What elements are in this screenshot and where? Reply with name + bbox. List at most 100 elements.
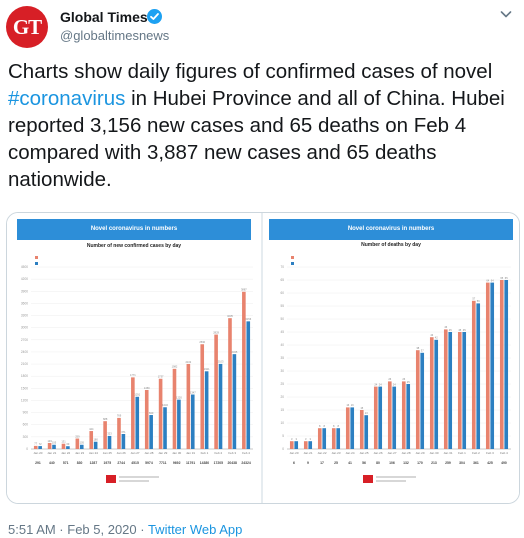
chart-bar [457, 332, 462, 449]
x-tick-label: Jan 29 [415, 451, 424, 455]
y-tick-label: 45 [280, 330, 284, 334]
chart-bar [303, 441, 308, 449]
chart-bar [246, 321, 251, 449]
tweet-media: Novel coronavirus in numbers Number of n… [6, 212, 520, 504]
y-tick-label: 1800 [21, 374, 28, 378]
x-tick-label: Jan 26 [117, 451, 126, 455]
chart-bar [420, 352, 425, 449]
y-tick-label: 4200 [21, 277, 28, 281]
data-label: 37 [421, 349, 424, 353]
y-tick-label: 2100 [21, 362, 28, 366]
timestamp[interactable]: 5:51 AM · Feb 5, 2020 · [8, 522, 148, 537]
x-tick-label: Feb 3 [228, 451, 236, 455]
bottom-row-label: 425 [487, 461, 493, 465]
bottom-row-label: 9692 [173, 461, 181, 465]
y-tick-label: 50 [280, 317, 284, 321]
data-label: 38 [416, 346, 419, 350]
x-tick-label: Feb 4 [500, 451, 508, 455]
y-tick-label: 1500 [21, 386, 28, 390]
chart-bar [79, 444, 84, 449]
chart-bar [499, 280, 504, 449]
x-tick-label: Feb 2 [214, 451, 222, 455]
chart-image-cases[interactable]: Novel coronavirus in numbers Number of n… [7, 213, 261, 503]
account-name[interactable]: Global Times [60, 9, 148, 25]
x-tick-label: Jan 30 [172, 451, 181, 455]
verified-badge-icon [147, 9, 162, 24]
data-label: 8 [337, 424, 339, 428]
data-label: 45 [449, 328, 452, 332]
bottom-row-label: 259 [445, 461, 451, 465]
legend-swatch [291, 262, 294, 265]
data-label: 1771 [130, 373, 136, 377]
logo-mark [363, 475, 373, 483]
data-label: 1032 [162, 403, 168, 407]
bottom-row-label: 4515 [131, 461, 139, 465]
chart-bar [364, 415, 369, 449]
source-app-link[interactable]: Twitter Web App [147, 522, 243, 537]
chart-bar [331, 428, 336, 449]
y-tick-label: 40 [280, 343, 284, 347]
data-label: 769 [117, 414, 122, 418]
chart-bar [117, 417, 121, 449]
data-label: 1982 [172, 365, 178, 369]
cases-chart: 0 300 600 900 1200 1500 1800 2100 2400 2700 3000 33… [21, 256, 253, 483]
chart-bar [434, 339, 439, 449]
data-label: 13 [365, 411, 368, 415]
chart-image-deaths[interactable]: Novel coronavirus in numbers Number of d… [263, 213, 519, 503]
y-tick-label: 2700 [21, 338, 28, 342]
data-label: 25 [407, 380, 410, 384]
y-tick-label: 35 [280, 356, 284, 360]
tweet-text-after: in Hubei Province and all of China. Hube… [8, 87, 505, 191]
data-label: 26 [402, 377, 405, 381]
y-tick-label: 25 [280, 382, 284, 386]
account-handle[interactable]: @globaltimesnews [60, 28, 170, 43]
data-label: 1737 [158, 375, 164, 379]
data-label: 3235 [227, 314, 233, 318]
y-tick-label: 600 [23, 423, 29, 427]
bottom-row-label: 106 [389, 461, 395, 465]
chart-bar [462, 332, 467, 449]
chart-banner: Novel coronavirus in numbers [17, 219, 251, 240]
y-tick-label: 3900 [21, 289, 28, 293]
chevron-down-icon[interactable] [498, 6, 514, 22]
data-label: 46 [444, 325, 447, 329]
chart-bar [471, 300, 476, 449]
x-tick-label: Jan 27 [131, 451, 140, 455]
data-label: 26 [388, 377, 391, 381]
chart-bar [289, 441, 294, 449]
data-label: 149 [47, 439, 52, 443]
legend-swatch [291, 256, 294, 259]
chart-bar [476, 303, 481, 449]
x-tick-label: Jan 28 [144, 451, 153, 455]
bottom-row-label: 6 [293, 461, 295, 465]
data-label: 43 [430, 333, 433, 337]
chart-bar [163, 407, 167, 449]
chart-bar [387, 381, 392, 449]
hashtag-link[interactable]: #coronavirus [8, 87, 126, 110]
data-label: 65 [500, 276, 503, 280]
chart-bar [47, 442, 52, 449]
data-label: 2102 [185, 360, 191, 364]
data-label: 24 [379, 382, 382, 386]
chart-bar [38, 446, 42, 449]
bottom-row-label: 80 [376, 461, 380, 465]
bottom-row-label: 571 [63, 461, 69, 465]
y-tick-label: 3600 [21, 301, 28, 305]
x-tick-label: Jan 30 [429, 451, 438, 455]
x-tick-label: Feb 1 [201, 451, 209, 455]
x-tick-label: Jan 27 [387, 451, 396, 455]
y-tick-label: 55 [280, 304, 284, 308]
tweet-text-before: Charts show daily figures of confirmed c… [8, 60, 493, 83]
data-label: 24 [374, 382, 377, 386]
bottom-row-label: 20438 [227, 461, 237, 465]
media-divider [261, 213, 263, 503]
x-tick-label: Jan 24 [345, 451, 354, 455]
avatar[interactable]: GT [6, 6, 48, 48]
x-tick-label: Feb 2 [472, 451, 480, 455]
legend-swatch [35, 262, 38, 265]
bottom-row-label: 830 [77, 461, 83, 465]
chart-bar [121, 433, 126, 449]
x-tick-label: Jan 22 [61, 451, 70, 455]
data-label: 840 [149, 411, 154, 415]
chart-bar [66, 446, 70, 449]
